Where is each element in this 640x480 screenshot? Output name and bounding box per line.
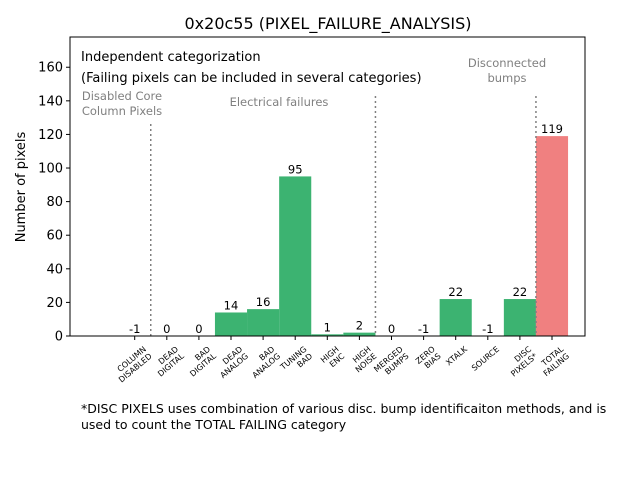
y-tick-label: 20: [46, 296, 63, 311]
y-tick-label: 100: [38, 162, 63, 177]
y-tick-label: 160: [38, 61, 63, 76]
x-tick-label: SOURCE: [470, 345, 501, 373]
x-tick-label-line: XTALK: [444, 344, 469, 367]
x-axis-ticks: COLUMNDISABLED DEADDIGITAL BADDIGITAL DEADA…: [111, 336, 571, 385]
bar-value-label: -1: [129, 322, 140, 336]
annotation-independent: Independent categorization: [81, 50, 261, 65]
bar: [535, 136, 569, 336]
bar-value-label: 22: [513, 285, 528, 299]
bar-value-label: 14: [224, 298, 239, 312]
x-tick-label-line: SOURCE: [470, 345, 501, 373]
bar: [311, 334, 344, 336]
y-axis-label: Number of pixels: [14, 131, 29, 242]
footnote: *DISC PIXELS uses combination of various…: [81, 401, 607, 432]
bar: [247, 309, 280, 336]
annotation-electrical: Electrical failures: [230, 95, 329, 109]
annotation-bumps-line2: bumps: [487, 71, 526, 85]
y-tick-label: 80: [46, 195, 63, 210]
y-tick-label: 0: [55, 330, 63, 345]
category-separators: [150, 96, 537, 336]
annotation-core-line2: Column Pixels: [82, 104, 162, 118]
y-axis-ticks: 0 20 40 60 80 100 120 140 160: [38, 61, 70, 345]
bars: [214, 136, 569, 336]
bar-value-label: 119: [541, 122, 563, 136]
bar: [439, 299, 472, 336]
x-tick-label: COLUMNDISABLED: [111, 345, 154, 385]
bar-value-label: 2: [356, 319, 363, 333]
bar-value-label: 95: [288, 162, 303, 176]
bar: [279, 176, 312, 336]
plot-frame: [69, 36, 586, 337]
bar-value-label: 0: [195, 322, 202, 336]
x-tick-label: XTALK: [444, 344, 469, 367]
y-tick-label: 120: [38, 128, 63, 143]
x-tick-label: DISCPIXELS*: [503, 344, 539, 378]
y-tick-label: 40: [46, 262, 63, 277]
bar-value-label: 0: [388, 322, 395, 336]
x-tick-label: TUNINGBAD: [278, 345, 314, 380]
bar-value-label: 22: [448, 285, 463, 299]
x-tick-label: MERGEDBUMPS: [372, 345, 410, 381]
x-tick-label: HIGHENC: [319, 344, 347, 371]
chart-title: 0x20c55 (PIXEL_FAILURE_ANALYSIS): [185, 14, 472, 34]
bar: [343, 332, 376, 336]
y-tick-label: 60: [46, 229, 63, 244]
x-tick-label: ZEROBIAS: [414, 345, 443, 373]
bar: [503, 299, 536, 336]
x-tick-label: BADDIGITAL: [182, 344, 218, 378]
bar-value-label: -1: [418, 322, 429, 336]
y-tick-label: 140: [38, 94, 63, 109]
bar-value-label: 1: [324, 320, 331, 334]
bar-value-label: 0: [163, 322, 170, 336]
annotation-bumps-line1: Disconnected: [468, 56, 546, 70]
annotation-core-line1: Disabled Core: [82, 89, 162, 103]
x-tick-label: DEADANALOG: [213, 345, 250, 380]
x-tick-label: TOTALFAILING: [536, 344, 571, 378]
x-tick-label: BADANALOG: [245, 345, 282, 380]
bar-value-label: -1: [482, 322, 493, 336]
annotation-failing-note: (Failing pixels can be included in sever…: [81, 71, 422, 86]
bar-value-labels: -1 0 0 14 16 95 1 2 0 -1 22 -1 22 119: [129, 122, 563, 336]
bar: [214, 312, 248, 336]
bar-value-label: 16: [256, 295, 271, 309]
x-tick-label: DEADDIGITAL: [150, 344, 186, 378]
